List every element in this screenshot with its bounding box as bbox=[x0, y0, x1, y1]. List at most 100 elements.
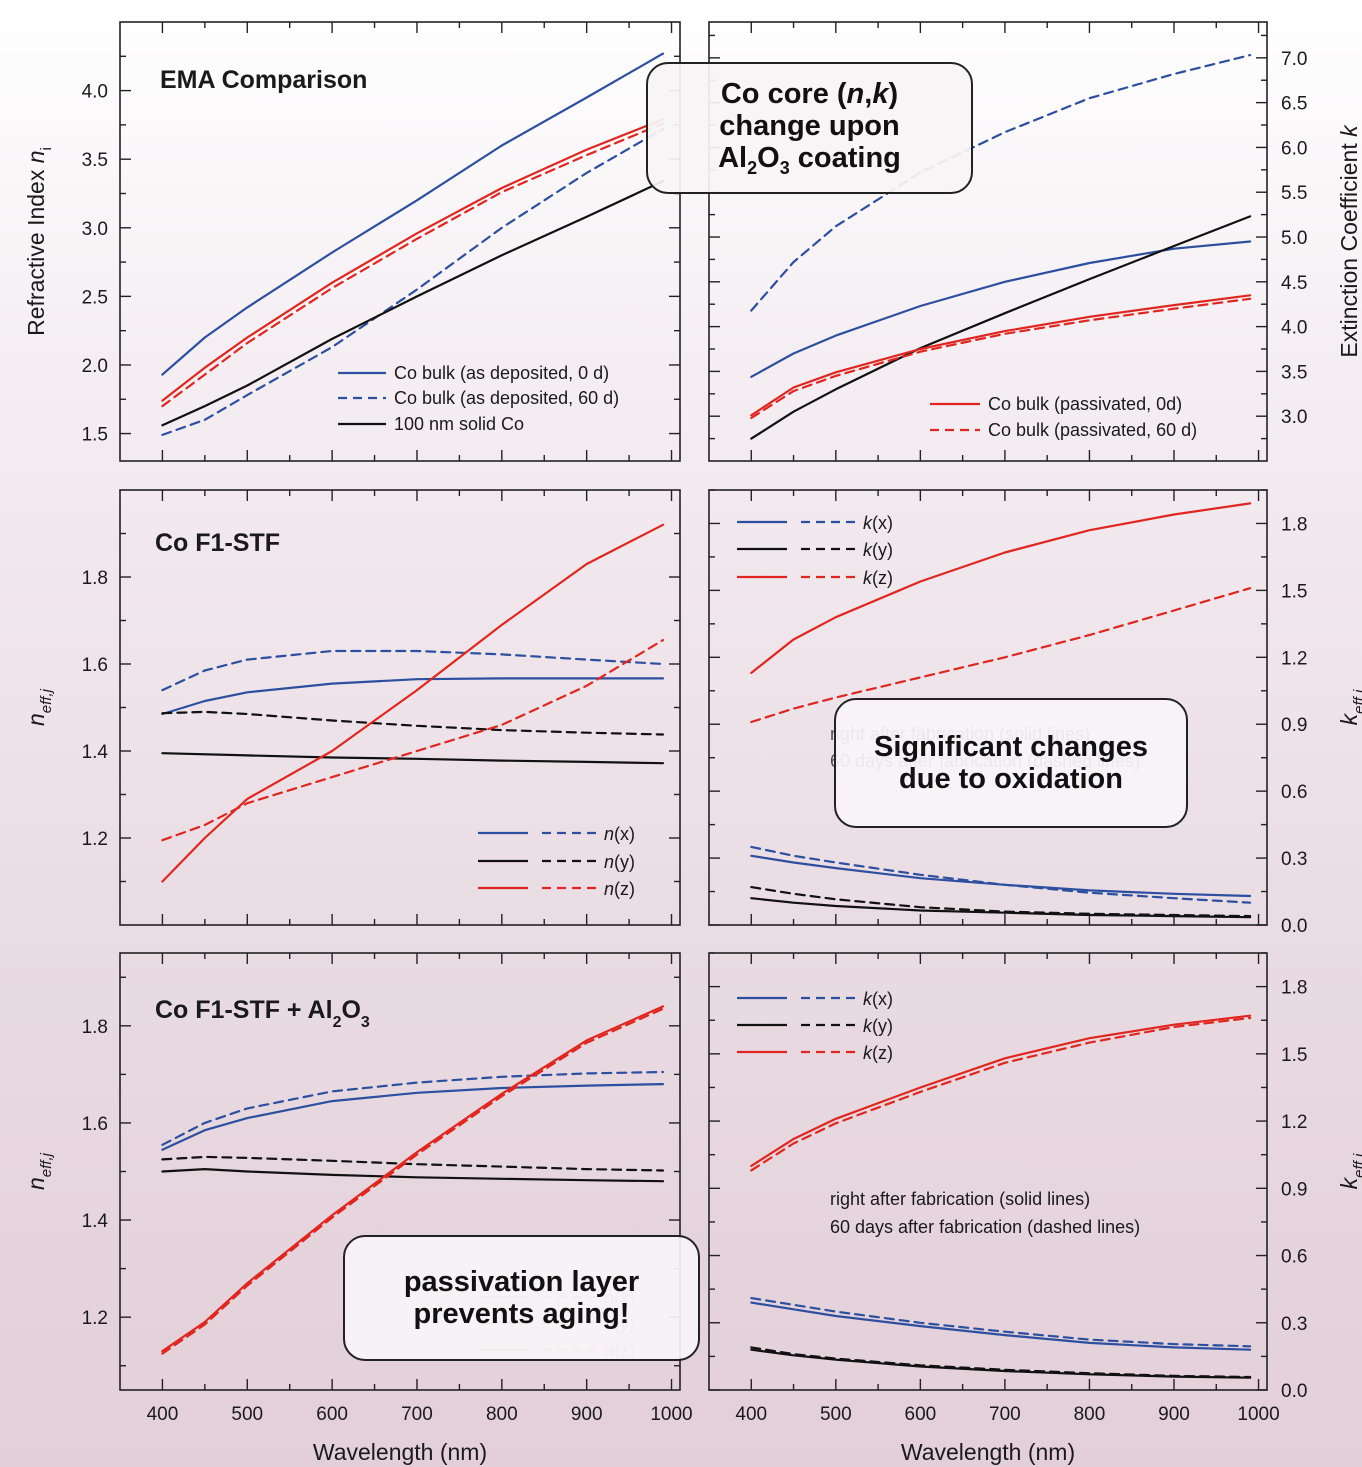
x-tick-label: 700 bbox=[401, 1404, 433, 1425]
y-tick-label: 5.5 bbox=[1281, 183, 1307, 204]
x-tick-label: 1000 bbox=[650, 1404, 692, 1425]
series-line-2 bbox=[161, 180, 665, 427]
series-line-1 bbox=[161, 1070, 665, 1146]
x-axis-label: Wavelength (nm) bbox=[901, 1439, 1075, 1465]
y-tick-label: 0.9 bbox=[1281, 715, 1307, 736]
plot-frame bbox=[708, 489, 1268, 926]
legend-item-label: n(z) bbox=[604, 879, 635, 899]
y-label-text: Extinction Coefficient bbox=[1336, 137, 1362, 358]
y-label-subscript: eff,j bbox=[1351, 689, 1362, 714]
y-label-subscript: i bbox=[38, 147, 55, 150]
series-line-2 bbox=[750, 1348, 1252, 1379]
legend-stf-k: k(x)k(y)k(z) bbox=[737, 513, 893, 588]
y-tick-label: 1.5 bbox=[1281, 1045, 1307, 1066]
series-line-4 bbox=[750, 1014, 1252, 1168]
legend-ema-n: Co bulk (as deposited, 0 d) Co bulk (as d… bbox=[338, 363, 619, 434]
legend-component: (z) bbox=[872, 568, 893, 588]
y-tick-label: 3.5 bbox=[1281, 362, 1307, 383]
y-label-symbol: n bbox=[23, 150, 49, 163]
panel-ema-k: 3.0 3.5 4.0 4.5 5.0 5.5 6.0 6.5 7.0 Extinction Co… bbox=[708, 21, 1362, 462]
legend-symbol: n bbox=[604, 824, 614, 844]
callout-oxidation: Significant changes due to oxidation bbox=[834, 698, 1188, 828]
legend-component: (y) bbox=[872, 540, 893, 560]
y-tick-label: 4.5 bbox=[1281, 273, 1307, 294]
y-label-symbol: k bbox=[1336, 712, 1362, 725]
series-line-4 bbox=[161, 1005, 665, 1353]
y-tick-label: 2.0 bbox=[82, 356, 108, 377]
y-axis-label: neff,j bbox=[23, 688, 55, 726]
legend-symbol: k bbox=[863, 513, 873, 533]
series-line-3 bbox=[161, 710, 665, 736]
y-tick-label: 1.2 bbox=[82, 1308, 108, 1329]
y-tick-label: 1.8 bbox=[1281, 514, 1307, 535]
legend-symbol: n bbox=[604, 879, 614, 899]
y-tick-label: 4.0 bbox=[1281, 318, 1307, 339]
y-tick-label: 1.5 bbox=[1281, 581, 1307, 602]
legend-symbol: k bbox=[863, 989, 873, 1009]
legend-item-label: Co bulk (passivated, 60 d) bbox=[988, 420, 1197, 440]
series-line-3 bbox=[161, 1155, 665, 1172]
title-text: Co F1-STF + Al bbox=[155, 996, 333, 1024]
legend-item-label: k(x) bbox=[863, 989, 893, 1009]
panel-ema-n: 1.5 2.0 2.5 3.0 3.5 4.0 Refractive Index ni EMA… bbox=[23, 21, 681, 462]
series-line-0 bbox=[750, 854, 1252, 898]
legend-item-label: 100 nm solid Co bbox=[394, 414, 524, 434]
y-tick-label: 6.5 bbox=[1281, 94, 1307, 115]
panel-title: EMA Comparison bbox=[160, 66, 367, 94]
series-line-5 bbox=[161, 638, 665, 842]
legend-item-label: Co bulk (as deposited, 60 d) bbox=[394, 388, 619, 408]
y-tick-label: 0.0 bbox=[1281, 916, 1307, 937]
y-tick-label: 0.6 bbox=[1281, 1247, 1307, 1268]
legend-symbol: k bbox=[863, 568, 873, 588]
y-tick-label: 3.5 bbox=[82, 150, 108, 171]
panel-pass-k: 400 500 600 700 800 900 1000 Wavelength (nm) 0.0… bbox=[708, 952, 1362, 1465]
x-tick-label: 600 bbox=[316, 1404, 348, 1425]
series-line-2 bbox=[750, 897, 1252, 919]
y-tick-label: 3.0 bbox=[1281, 407, 1307, 428]
callout-coating-change: Co core (n,k) change upon Al2O3 coating bbox=[646, 62, 973, 194]
series-line-4 bbox=[161, 122, 665, 408]
callout-passivation: passivation layer prevents aging! bbox=[343, 1235, 700, 1361]
legend-component: (z) bbox=[872, 1043, 893, 1063]
panel-title: Co F1-STF + Al2O3 bbox=[155, 996, 370, 1031]
x-tick-label: 600 bbox=[905, 1404, 937, 1425]
y-label-subscript: eff,j bbox=[1351, 1153, 1362, 1178]
x-tick-label: 700 bbox=[989, 1404, 1021, 1425]
legend-item-label: Co bulk (as deposited, 0 d) bbox=[394, 363, 609, 383]
plot-frame bbox=[119, 21, 681, 462]
legend-item-label: n(y) bbox=[604, 852, 635, 872]
legend-component: (y) bbox=[872, 1016, 893, 1036]
series-line-3 bbox=[750, 294, 1252, 417]
x-axis-label: Wavelength (nm) bbox=[313, 1439, 487, 1465]
y-axis-label: keff,j bbox=[1336, 689, 1362, 725]
x-tick-label: 900 bbox=[1158, 1404, 1190, 1425]
legend-component: (x) bbox=[614, 824, 635, 844]
y-tick-label: 5.0 bbox=[1281, 228, 1307, 249]
y-tick-label: 1.6 bbox=[82, 655, 108, 676]
plot-frame bbox=[708, 21, 1268, 462]
series-line-3 bbox=[750, 1346, 1252, 1379]
y-tick-label: 1.5 bbox=[82, 425, 108, 446]
legend-component: (x) bbox=[872, 989, 893, 1009]
series-line-3 bbox=[161, 118, 665, 402]
legend-component: (x) bbox=[872, 513, 893, 533]
legend-item-label: k(x) bbox=[863, 513, 893, 533]
y-tick-label: 0.0 bbox=[1281, 1381, 1307, 1402]
series-line-5 bbox=[750, 1016, 1252, 1172]
y-label-text: Refractive Index bbox=[23, 163, 49, 336]
x-tick-label: 400 bbox=[147, 1404, 179, 1425]
series-line-2 bbox=[161, 752, 665, 765]
legend-ema-k: Co bulk (passivated, 0d) Co bulk (passiva… bbox=[930, 394, 1197, 440]
y-tick-label: 7.0 bbox=[1281, 49, 1307, 70]
legend-symbol: n bbox=[604, 852, 614, 872]
series-line-4 bbox=[161, 523, 665, 883]
series-line-3 bbox=[750, 885, 1252, 918]
x-tick-label: 1000 bbox=[1237, 1404, 1279, 1425]
y-tick-label: 1.2 bbox=[82, 829, 108, 850]
y-axis-label: neff,j bbox=[23, 1152, 55, 1190]
panel-title: Co F1-STF bbox=[155, 529, 280, 557]
legend-item-label: n(x) bbox=[604, 824, 635, 844]
y-label-symbol: k bbox=[1336, 124, 1362, 137]
series-line-1 bbox=[750, 1296, 1252, 1348]
y-tick-label: 0.9 bbox=[1281, 1179, 1307, 1200]
